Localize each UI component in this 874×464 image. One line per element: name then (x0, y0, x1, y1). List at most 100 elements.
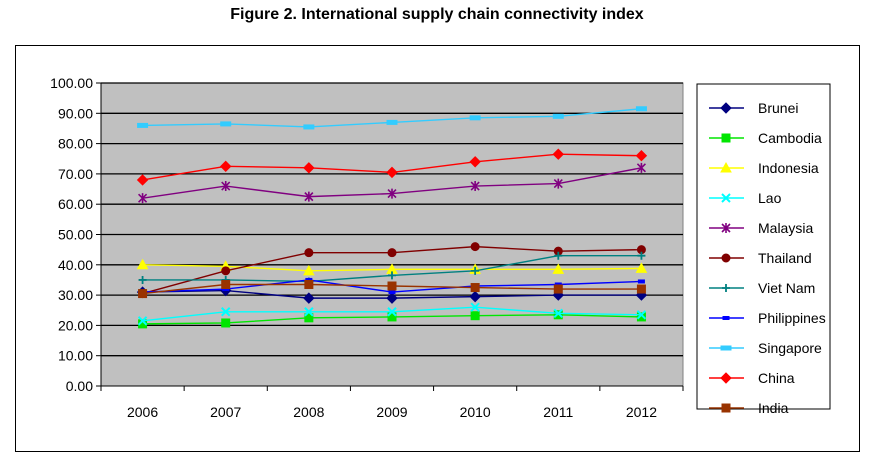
data-point-india-2011 (553, 284, 563, 294)
data-point-indonesia-2008 (303, 264, 315, 276)
legend-label-cambodia: Cambodia (758, 130, 822, 146)
y-tick-label: 70.00 (58, 166, 93, 182)
legend-label-lao: Lao (758, 190, 782, 206)
data-point-cambodia-2008 (304, 313, 314, 323)
data-point-india-2007 (221, 279, 231, 289)
x-tick-label-2006: 2006 (127, 404, 158, 420)
legend-label-philippines: Philippines (758, 310, 826, 326)
y-tick-label: 40.00 (58, 257, 93, 273)
data-point-thailand-2010 (470, 242, 480, 252)
data-point-philippines-2012 (637, 279, 645, 284)
y-tick-label: 50.00 (58, 227, 93, 243)
x-tick-label-2008: 2008 (293, 404, 324, 420)
data-point-malaysia-2009 (387, 188, 397, 199)
x-tick-label-2009: 2009 (376, 404, 407, 420)
legend-marker-malaysia (721, 223, 731, 233)
data-point-singapore-2012 (635, 106, 647, 112)
legend-label-singapore: Singapore (758, 340, 822, 356)
legend-label-china: China (758, 370, 795, 386)
data-point-cambodia-2011 (553, 310, 563, 320)
legend-marker-philippines (722, 316, 730, 320)
legend-marker-china (720, 372, 732, 384)
data-point-cambodia-2010 (470, 311, 480, 321)
data-point-singapore-2007 (220, 121, 232, 127)
data-point-brunei-2010 (469, 290, 481, 303)
data-point-singapore-2010 (469, 115, 481, 121)
data-point-india-2009 (387, 281, 397, 291)
y-tick-label: 90.00 (58, 105, 93, 121)
data-point-cambodia-2007 (221, 318, 231, 328)
legend: Brunei Cambodia Indonesia Lao Malaysia Thaila… (709, 100, 826, 416)
legend-label-viet-nam: Viet Nam (758, 280, 815, 296)
data-point-india-2008 (304, 279, 314, 289)
data-point-malaysia-2011 (553, 178, 563, 189)
legend-marker-thailand (721, 253, 731, 263)
data-point-china-2010 (469, 156, 481, 168)
data-point-singapore-2009 (386, 119, 398, 125)
y-tick-label: 20.00 (58, 317, 93, 333)
data-point-china-2009 (386, 166, 398, 179)
y-tick-label: 0.00 (66, 378, 93, 394)
legend-marker-viet-nam (722, 284, 730, 292)
data-point-malaysia-2006 (138, 193, 148, 204)
y-tick-label: 10.00 (58, 348, 93, 364)
x-tick-label-2012: 2012 (626, 404, 657, 420)
data-point-lao-2007 (221, 307, 231, 317)
axes: 0.00 10.00 20.00 30.00 40.00 50.00 60.00 70.00 8… (50, 75, 684, 420)
data-point-thailand-2008 (304, 248, 314, 258)
data-point-lao-2010 (470, 302, 480, 312)
data-point-china-2012 (635, 150, 648, 162)
legend-label-malaysia: Malaysia (758, 220, 813, 236)
data-point-singapore-2008 (303, 124, 315, 130)
legend-label-india: India (758, 400, 789, 416)
data-point-malaysia-2008 (304, 191, 314, 202)
legend-marker-indonesia (720, 161, 732, 173)
data-point-cambodia-2012 (636, 312, 646, 322)
data-point-malaysia-2010 (470, 181, 480, 192)
data-point-china-2006 (136, 174, 149, 186)
data-point-viet-nam-2006 (138, 275, 147, 284)
y-tick-label: 30.00 (58, 287, 93, 303)
line-chart: 0.00 10.00 20.00 30.00 40.00 50.00 60.00 70.00 8… (50, 75, 831, 420)
data-point-indonesia-2012 (635, 262, 648, 273)
data-point-lao-2012 (636, 310, 647, 320)
data-point-brunei-2008 (303, 292, 315, 304)
data-point-indonesia-2006 (136, 258, 149, 270)
data-point-china-2008 (303, 162, 315, 174)
legend-marker-cambodia (721, 133, 731, 143)
x-tick-label-2007: 2007 (210, 404, 241, 420)
data-point-viet-nam-2010 (471, 266, 480, 275)
data-point-viet-nam-2012 (637, 251, 646, 260)
legend-marker-lao (721, 193, 731, 203)
data-point-china-2007 (220, 160, 232, 173)
data-point-lao-2008 (304, 307, 314, 317)
y-tick-label: 80.00 (58, 136, 93, 152)
data-point-philippines-2009 (388, 290, 396, 295)
data-point-singapore-2011 (552, 113, 564, 119)
y-tick-label: 60.00 (58, 196, 93, 212)
data-point-india-2012 (636, 284, 646, 294)
gridlines (101, 82, 683, 357)
series-lines (136, 106, 648, 329)
data-point-lao-2006 (137, 316, 148, 326)
data-point-viet-nam-2011 (554, 251, 563, 260)
data-point-thailand-2009 (387, 248, 397, 258)
x-tick-label-2010: 2010 (460, 404, 491, 420)
y-tick-label: 100.00 (50, 75, 93, 91)
legend-label-brunei: Brunei (758, 100, 798, 116)
legend-marker-singapore (720, 345, 732, 351)
data-point-thailand-2007 (221, 266, 231, 276)
data-point-singapore-2006 (137, 122, 149, 128)
data-point-malaysia-2012 (636, 162, 646, 173)
data-point-viet-nam-2009 (388, 271, 396, 280)
legend-label-indonesia: Indonesia (758, 160, 819, 176)
data-point-china-2011 (552, 148, 564, 160)
data-point-indonesia-2011 (552, 263, 565, 274)
chart-frame: 0.00 10.00 20.00 30.00 40.00 50.00 60.00 70.00 8… (15, 45, 860, 452)
legend-marker-india (721, 403, 731, 413)
data-point-brunei-2009 (386, 292, 398, 304)
data-point-india-2006 (138, 289, 148, 299)
x-tick-label-2011: 2011 (543, 404, 573, 420)
data-point-lao-2009 (387, 307, 397, 317)
data-point-india-2010 (470, 283, 480, 293)
